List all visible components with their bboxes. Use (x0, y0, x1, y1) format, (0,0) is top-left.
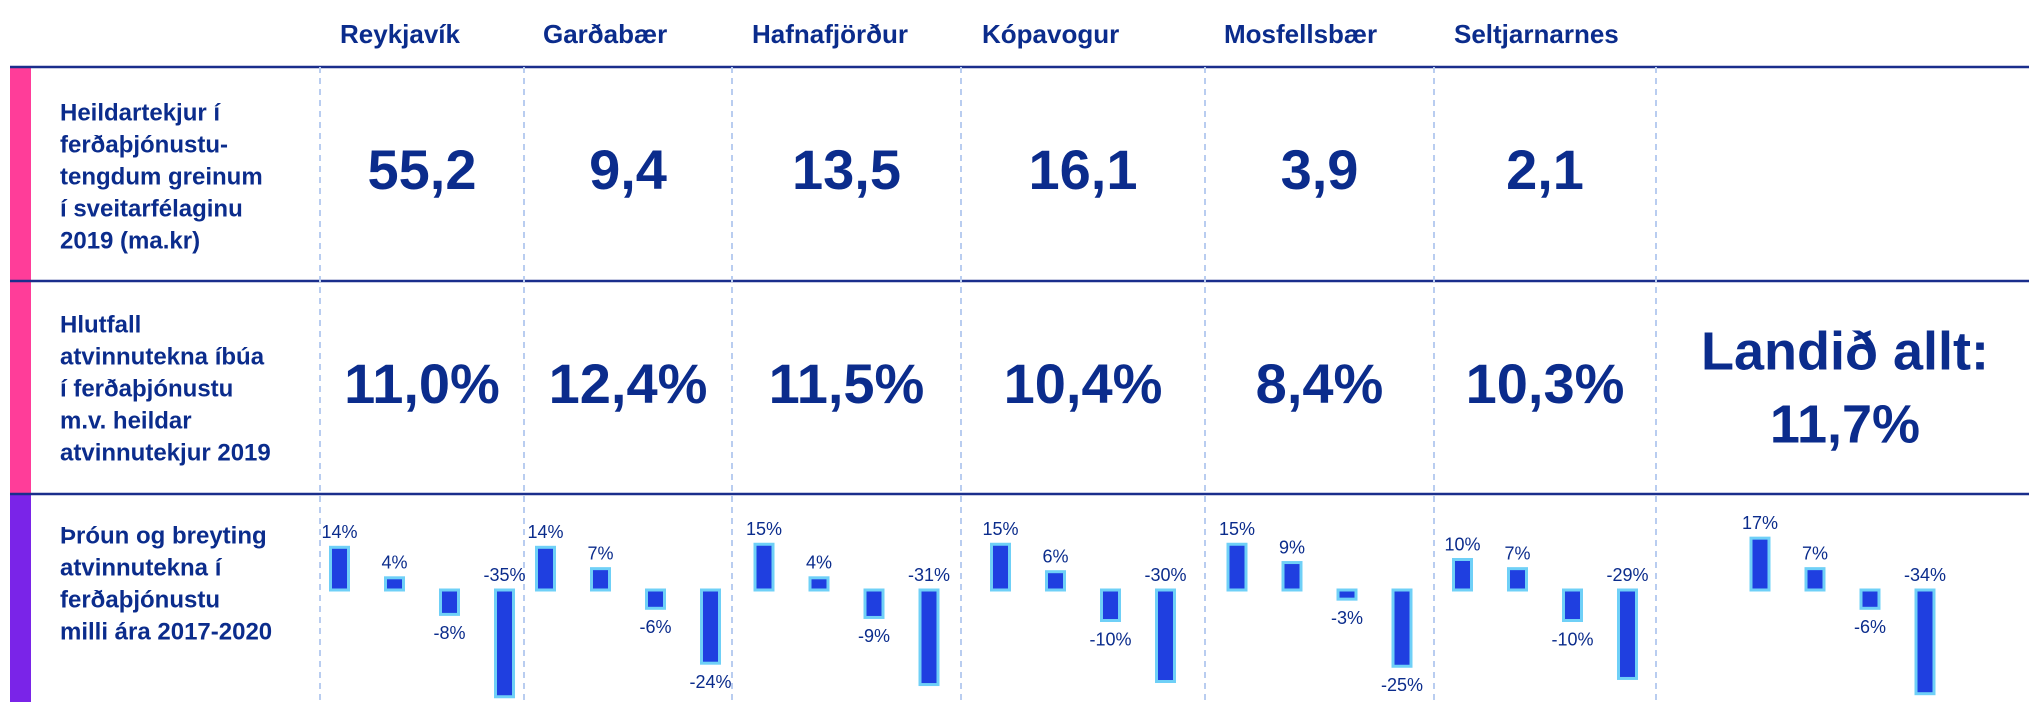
change-label: 15% (982, 519, 1018, 539)
change-label: 17% (1742, 513, 1778, 533)
column-header: Garðabær (543, 19, 667, 49)
column-header: Reykjavík (340, 19, 461, 49)
change-label: 14% (321, 522, 357, 542)
change-bar (1562, 588, 1583, 622)
change-label: -35% (483, 565, 525, 585)
change-bar (1336, 588, 1358, 601)
change-bar (1281, 561, 1303, 592)
change-label: 10% (1444, 534, 1480, 554)
change-label: -6% (1854, 617, 1886, 637)
change-label: -30% (1144, 565, 1186, 585)
change-label: -25% (1381, 675, 1423, 695)
change-label: 7% (1504, 543, 1530, 563)
change-label: 7% (587, 543, 613, 563)
change-label: 9% (1279, 537, 1305, 557)
change-bar (1391, 588, 1413, 668)
change-bar (1155, 588, 1176, 683)
column-header: Seltjarnarnes (1454, 19, 1619, 49)
change-bar (439, 588, 460, 616)
row-label: atvinnutekna íbúa (60, 343, 265, 370)
change-bar (1045, 570, 1066, 592)
accent-bar (10, 494, 31, 702)
change-bar (918, 588, 940, 687)
row-label: ferðaþjónustu (60, 586, 220, 613)
row-label: atvinnutekna í (60, 554, 223, 581)
row-label: 2019 (ma.kr) (60, 227, 200, 254)
change-bar (1452, 558, 1473, 592)
change-bar (753, 542, 775, 592)
change-bar (1859, 588, 1881, 610)
change-label: -24% (689, 672, 731, 692)
change-bar (808, 576, 830, 592)
change-bar (700, 588, 721, 665)
change-label: -8% (433, 623, 465, 643)
big-value: 2,1 (1506, 138, 1584, 201)
change-label: 15% (1219, 519, 1255, 539)
change-bar (863, 588, 885, 619)
big-value: 11,0% (344, 352, 500, 415)
change-label: 6% (1042, 546, 1068, 566)
change-bar (535, 545, 556, 592)
big-value: 55,2 (368, 138, 477, 201)
change-label: 15% (746, 519, 782, 539)
big-value: 3,9 (1281, 138, 1359, 201)
national-value: 11,7% (1770, 394, 1920, 454)
national-value: Landið allt: (1701, 321, 1989, 381)
change-bar (384, 576, 405, 592)
change-bar (1617, 588, 1638, 680)
big-value: 10,3% (1466, 352, 1625, 415)
change-bar (990, 542, 1011, 592)
column-header: Kópavogur (982, 19, 1119, 49)
big-value: 9,4 (589, 138, 667, 201)
change-bar (645, 588, 666, 610)
column-lines (319, 67, 1657, 702)
change-bar (1226, 542, 1248, 592)
row-label: ferðaþjónustu- (60, 131, 228, 158)
row-label: tengdum greinum (60, 163, 263, 190)
big-value: 10,4% (1004, 352, 1163, 415)
big-value: 13,5 (792, 138, 901, 201)
change-bar (329, 545, 350, 592)
change-bar (1100, 588, 1121, 622)
change-bar (1914, 588, 1936, 696)
row-label: Heildartekjur í (60, 99, 221, 126)
row-label: m.v. heildar (60, 407, 192, 434)
row-lines (10, 65, 2029, 496)
change-bar (590, 567, 611, 592)
row-label: atvinnutekjur 2019 (60, 439, 271, 466)
change-bar (1804, 567, 1826, 592)
big-value: 12,4% (549, 352, 708, 415)
row-label: Hlutfall (60, 311, 141, 338)
change-label: -10% (1551, 629, 1593, 649)
change-label: 7% (1802, 543, 1828, 563)
row-label: milli ára 2017-2020 (60, 618, 272, 645)
change-label: -3% (1331, 608, 1363, 628)
change-label: 4% (806, 553, 832, 573)
change-label: -9% (858, 626, 890, 646)
change-label: -10% (1089, 629, 1131, 649)
big-value: 11,5% (769, 352, 925, 415)
change-label: -6% (639, 617, 671, 637)
big-value: 16,1 (1029, 138, 1138, 201)
row-label: í ferðaþjónustu (60, 375, 233, 402)
change-label: -29% (1606, 565, 1648, 585)
row-label: Þróun og breyting (60, 522, 267, 549)
row-label: í sveitarfélaginu (60, 195, 243, 222)
change-bar (494, 588, 515, 699)
change-bar (1507, 567, 1528, 592)
change-bar (1749, 536, 1771, 592)
change-label: -31% (908, 565, 950, 585)
big-value: 8,4% (1256, 352, 1384, 415)
change-label: -34% (1904, 565, 1946, 585)
change-label: 14% (527, 522, 563, 542)
column-header: Hafnafjörður (752, 19, 908, 49)
change-label: 4% (381, 553, 407, 573)
column-header: Mosfellsbær (1224, 19, 1377, 49)
